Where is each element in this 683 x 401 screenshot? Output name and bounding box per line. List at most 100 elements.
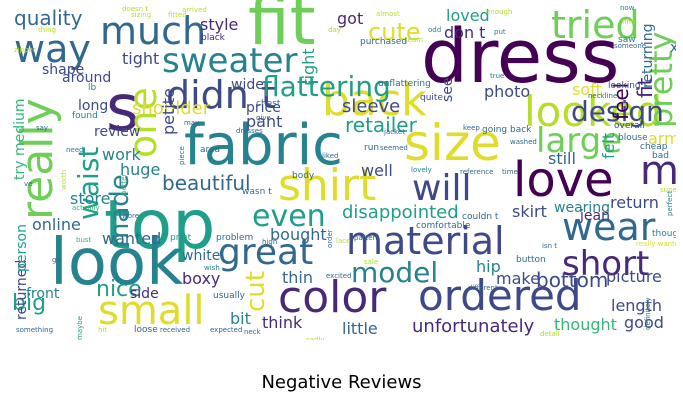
word-lb: lb: [88, 83, 97, 93]
word-back: back: [322, 75, 427, 126]
word-one: one: [121, 87, 165, 158]
word-sizing: sizing: [131, 11, 151, 19]
word-different: different: [468, 284, 498, 292]
word-reference: reference: [460, 168, 493, 176]
word-top: top: [104, 186, 215, 265]
word-go: go: [52, 256, 61, 264]
word-seam: seam: [404, 36, 423, 44]
word-medium: medium: [12, 98, 28, 156]
word-price: price: [246, 100, 281, 116]
word-wearing: wearing: [554, 200, 610, 216]
word-tried: tried: [551, 3, 640, 47]
word-well: well: [361, 161, 393, 180]
word-couldn-t: couldn t: [462, 212, 499, 222]
word-much: much: [100, 9, 206, 53]
word-perfect: perfect: [666, 191, 674, 216]
word-cute: cute: [368, 18, 421, 46]
word-body: body: [292, 171, 315, 181]
word-skirt: skirt: [512, 202, 547, 221]
word-x: x: [670, 40, 676, 56]
word-loved: loved: [446, 6, 490, 25]
word-white: white: [182, 248, 220, 264]
word-don-t: don t: [444, 23, 485, 42]
word-excited: excited: [326, 272, 352, 280]
word-detail: detail: [540, 330, 560, 338]
word-short: short: [562, 244, 649, 284]
word-wanted: wanted: [102, 229, 161, 248]
word-thing: thing: [38, 26, 56, 34]
word-sale: sale: [364, 258, 378, 266]
word-person: person: [14, 224, 30, 272]
word-way: way: [14, 27, 91, 71]
word-quality: quality: [14, 6, 83, 30]
word-online: online: [32, 215, 81, 234]
word-arrived: arrived: [182, 6, 207, 14]
word-arm: arm: [648, 129, 676, 148]
word-style: style: [200, 15, 238, 34]
word-pant: pant: [246, 112, 282, 131]
word-print: print: [170, 233, 192, 243]
word-beautiful: beautiful: [162, 171, 251, 195]
word-model: model: [351, 256, 438, 289]
word-picture: picture: [606, 267, 662, 286]
word-going-back: going back: [482, 125, 532, 135]
word-got: got: [337, 9, 363, 28]
word-looking: looking: [608, 81, 641, 91]
word-day: day: [328, 26, 341, 34]
word-flattering: flattering: [262, 70, 391, 103]
word-loose: loose: [134, 325, 158, 335]
word-cheap: cheap: [640, 142, 668, 152]
word-return: return: [610, 193, 659, 212]
word-color: color: [278, 272, 387, 323]
word-review: review: [94, 124, 140, 140]
word-made: made: [105, 174, 135, 248]
word-returned: returned: [14, 260, 30, 320]
word-jacket: jacket: [383, 128, 405, 136]
word-bit: bit: [230, 309, 251, 328]
word-front: front: [26, 286, 60, 302]
word-enough: enough: [486, 8, 512, 16]
word-wore: wore: [122, 212, 139, 220]
word-almost: almost: [376, 10, 400, 18]
word-something: something: [16, 326, 53, 334]
word-washed: washed: [510, 138, 537, 146]
word-look: look: [50, 226, 183, 300]
word-though: though: [652, 229, 676, 239]
word-even: even: [252, 199, 326, 234]
word-wide: wide: [231, 77, 264, 93]
word-button: button: [516, 255, 546, 265]
word-maybe: maybe: [76, 316, 84, 340]
word-wear: wear: [562, 205, 656, 249]
word-shirt: shirt: [278, 160, 376, 211]
word-keep: keep: [463, 124, 480, 132]
word-didn-t: didn t: [166, 73, 276, 117]
word-bought: bought: [270, 225, 327, 244]
word-design: design: [571, 95, 664, 128]
word-order: order: [326, 229, 334, 248]
word-see: see: [440, 77, 456, 102]
word-wasn-t: wasn t: [242, 187, 272, 197]
word-time: time: [502, 168, 518, 176]
word-petite: petite: [159, 88, 178, 135]
word-sweater: sweater: [162, 41, 298, 81]
word-piece: piece: [178, 146, 186, 165]
word-worth: worth: [60, 170, 68, 190]
word-found: found: [72, 111, 98, 121]
word-store: store: [70, 189, 110, 208]
word-side: side: [130, 286, 159, 302]
word-work: work: [102, 145, 141, 164]
word-length: length: [611, 296, 662, 315]
word-feel: feel: [609, 83, 633, 120]
word-right: right: [299, 48, 318, 86]
word-great: great: [218, 232, 313, 273]
word-give: give: [256, 114, 271, 122]
word-cut: cut: [241, 271, 271, 312]
word-unflattering: unflattering: [378, 79, 431, 89]
word-bad: bad: [652, 151, 669, 161]
word-odd: odd: [428, 26, 441, 34]
word-may: may: [184, 119, 199, 127]
word-chest: chest: [256, 99, 281, 109]
word-s: s: [106, 72, 139, 146]
